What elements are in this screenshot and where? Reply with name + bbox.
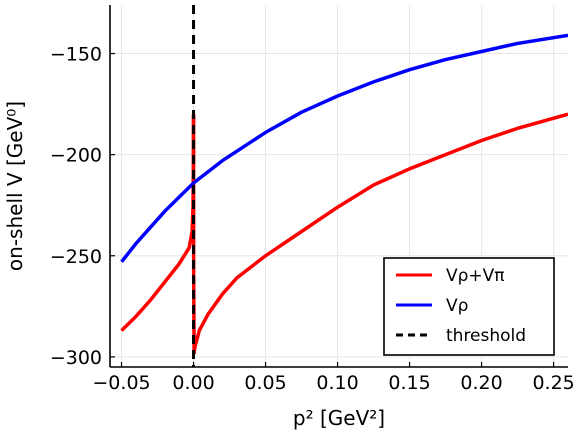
tick-labels: −0.05 0.00 0.05 0.10 0.15 0.20 0.25 −150 −200 −25… [50,44,575,394]
series-line-Vρ [120,33,568,263]
y-tick-label: −150 [50,44,102,66]
y-tick-label: −200 [50,145,102,167]
y-axis-label: on-shell V [GeV⁰] [3,101,27,271]
legend: Vρ+Vπ Vρ threshold [383,257,555,356]
series-line-Vρ+Vπ [191,112,568,355]
axes [109,5,568,368]
x-tick-label: 0.20 [460,372,502,394]
series-line-Vρ+Vπ [120,114,196,332]
series-layer [120,5,568,367]
legend-label: Vρ [446,296,468,316]
y-tick-label: −250 [50,246,102,268]
legend-label: threshold [446,326,526,346]
x-tick-label: 0.15 [388,372,430,394]
y-tick-label: −300 [50,347,102,369]
x-tick-label: 0.25 [532,372,574,394]
x-tick-label: 0.00 [172,372,214,394]
x-tick-label: 0.05 [244,372,286,394]
legend-label: Vρ+Vπ [446,266,505,286]
x-tick-label: −0.05 [92,372,150,394]
x-axis-label: p² [GeV²] [293,406,385,430]
x-tick-label: 0.10 [316,372,358,394]
